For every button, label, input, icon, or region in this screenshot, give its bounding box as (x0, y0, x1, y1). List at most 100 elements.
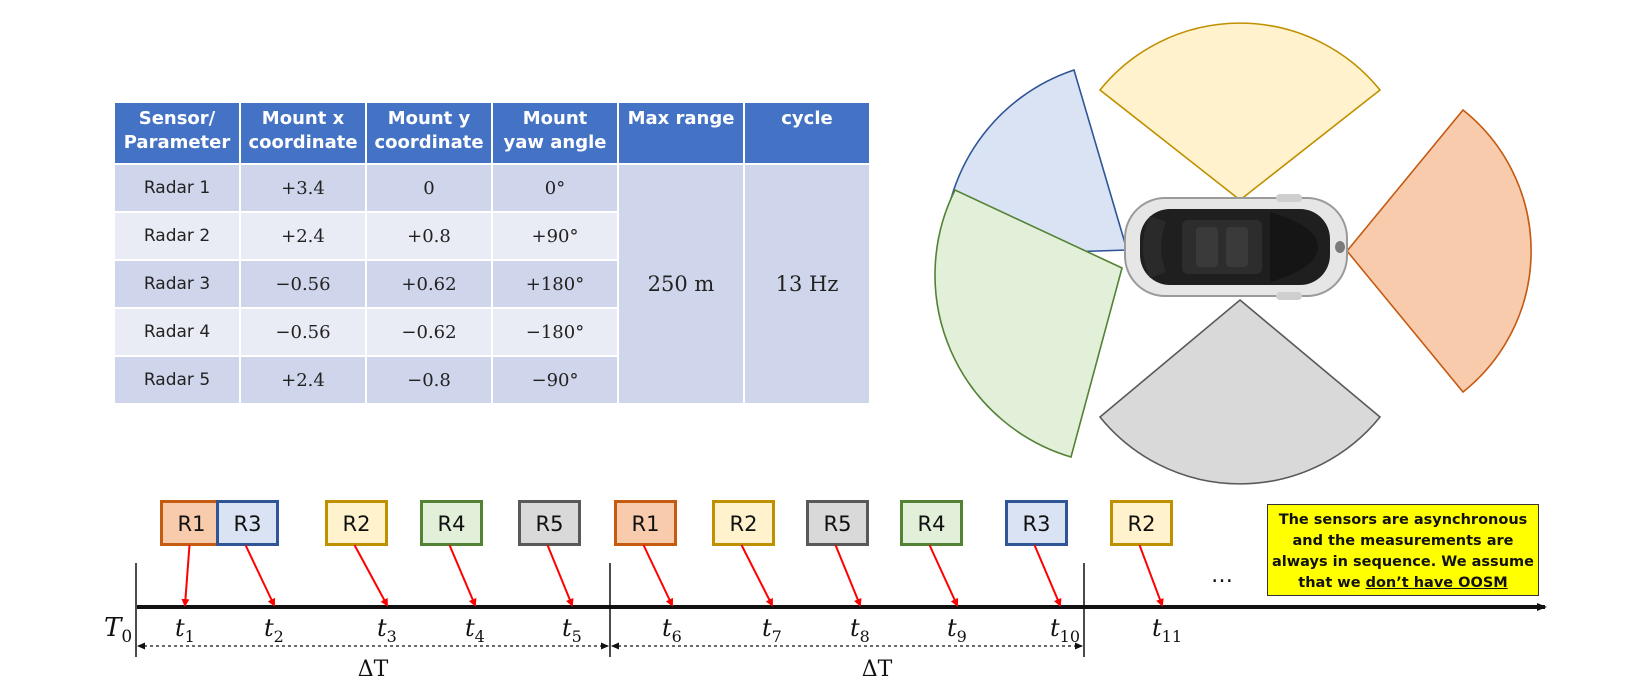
sensor-box (614, 500, 677, 546)
sensor-box (900, 500, 963, 546)
time-label: t5 (562, 614, 582, 646)
timeline-event: R3 t2 (216, 500, 284, 646)
timeline-event: R4 t9 (900, 500, 967, 646)
sensor-box-label: R1 (178, 512, 206, 536)
header-mount-x: Mount x coordinate (239, 101, 367, 165)
cell-x: −0.56 (239, 259, 367, 309)
assumption-note: The sensors are asynchronous and the mea… (1267, 504, 1539, 596)
sensor-box (806, 500, 869, 546)
measurement-arrow (181, 544, 191, 607)
coverage-sector-r2 (1098, 22, 1382, 202)
cell-y: +0.62 (365, 259, 493, 309)
cell-x: −0.56 (239, 307, 367, 357)
time-label: t6 (662, 614, 682, 646)
coverage-sector-r1 (1345, 108, 1532, 394)
cell-max-range: 250 m (617, 163, 745, 405)
measurement-arrow (353, 544, 388, 607)
time-label: t7 (762, 614, 782, 646)
sensor-box-label: R5 (536, 512, 564, 536)
time-label: t10 (1050, 614, 1080, 646)
table-row: Radar 1 +3.4 0 0° 250 m 13 Hz (113, 163, 871, 405)
measurement-arrow (642, 544, 674, 607)
sensor-box (420, 500, 483, 546)
note-line: and the measurements are (1292, 533, 1514, 549)
sensor-box (1005, 500, 1068, 546)
cell-yaw: −90° (491, 355, 619, 405)
header-cycle: cycle (743, 101, 871, 165)
timeline-event: R2 t11 (1110, 500, 1182, 646)
cell-y: −0.62 (365, 307, 493, 357)
cell-yaw: 0° (491, 163, 619, 213)
measurement-arrow (928, 544, 959, 607)
table-header-row: Sensor/Parameter Mount x coordinate Mount… (113, 101, 871, 165)
cell-sensor: Radar 4 (113, 307, 241, 357)
measurement-arrow (448, 544, 477, 607)
cell-yaw: +180° (491, 259, 619, 309)
timeline-event: R2 t3 (325, 500, 397, 646)
sensor-box (160, 500, 223, 546)
car-top-view-icon (1124, 194, 1348, 300)
header-yaw: Mount yaw angle (491, 101, 619, 165)
cell-y: 0 (365, 163, 493, 213)
measurement-arrow (740, 544, 773, 607)
cell-x: +2.4 (239, 355, 367, 405)
header-sensor: Sensor/Parameter (113, 101, 241, 165)
sensor-box (712, 500, 775, 546)
timeline-ellipsis: … (1211, 563, 1233, 588)
sensor-box-label: R4 (438, 512, 466, 536)
sensor-box-label: R5 (824, 512, 852, 536)
sensor-box (1110, 500, 1173, 546)
sensor-box (518, 500, 581, 546)
timeline-event: R1 t1 (160, 500, 223, 646)
sensor-box (216, 500, 279, 546)
coverage-sector-r5 (1098, 298, 1382, 485)
sensor-box-label: R4 (918, 512, 946, 536)
note-line: always in sequence. We assume (1272, 554, 1534, 570)
sensor-parameter-table: Sensor/Parameter Mount x coordinate Mount… (113, 101, 871, 405)
cell-cycle: 13 Hz (743, 163, 871, 405)
cell-y: −0.8 (365, 355, 493, 405)
table-row: Radar 2 +2.4 +0.8 +90° (113, 211, 870, 261)
cell-sensor: Radar 1 (113, 163, 241, 213)
note-text: that we (1298, 575, 1366, 591)
measurement-arrow (546, 544, 574, 607)
measurement-arrow (1138, 544, 1164, 607)
timeline-event: R2 t7 (712, 500, 782, 646)
delta-t-label: ΔT (862, 657, 893, 682)
cell-x: +3.4 (239, 163, 367, 213)
time-label: t8 (850, 614, 870, 646)
sensor-box-label: R2 (730, 512, 758, 536)
time-label: t4 (465, 614, 485, 646)
timeline-event: R4 t4 (420, 500, 485, 646)
cell-sensor: Radar 2 (113, 211, 241, 261)
sensor-box-label: R2 (1128, 512, 1156, 536)
measurement-arrow (244, 544, 276, 607)
radar-coverage-diagram (934, 22, 1532, 485)
measurement-arrow (1033, 544, 1062, 607)
timeline-event: R5 t5 (518, 500, 582, 646)
coverage-sector-r4 (934, 188, 1123, 459)
cell-yaw: +90° (491, 211, 619, 261)
time-label: t3 (377, 614, 397, 646)
cell-y: +0.8 (365, 211, 493, 261)
timeline-event: R5 t8 (806, 500, 870, 646)
delta-t-label: ΔT (358, 657, 389, 682)
header-max-range: Max range (617, 101, 745, 165)
time-label: t11 (1152, 614, 1182, 646)
timeline-events: R1 t1 R3 t2 R2 t3 R4 t4 R5 t5 R1 t6 R2 t7 R5 t8 R4 t9 R3 t1… (160, 500, 1182, 646)
sensor-box (325, 500, 388, 546)
table-row: Radar 5 +2.4 −0.8 −90° (113, 355, 870, 405)
sensor-box-label: R3 (1023, 512, 1051, 536)
timeline-event: R3 t10 (1005, 500, 1080, 646)
note-underlined-text: don’t have OOSM (1365, 575, 1508, 591)
sensor-box-label: R1 (632, 512, 660, 536)
sensor-box-label: R3 (234, 512, 262, 536)
measurement-arrow (834, 544, 862, 607)
header-mount-y: Mount y coordinate (365, 101, 493, 165)
note-line: that we don’t have OOSM (1268, 573, 1538, 594)
note-line: The sensors are asynchronous (1278, 512, 1528, 528)
cell-x: +2.4 (239, 211, 367, 261)
origin-label: T0 (104, 613, 132, 647)
time-label: t1 (175, 614, 195, 646)
